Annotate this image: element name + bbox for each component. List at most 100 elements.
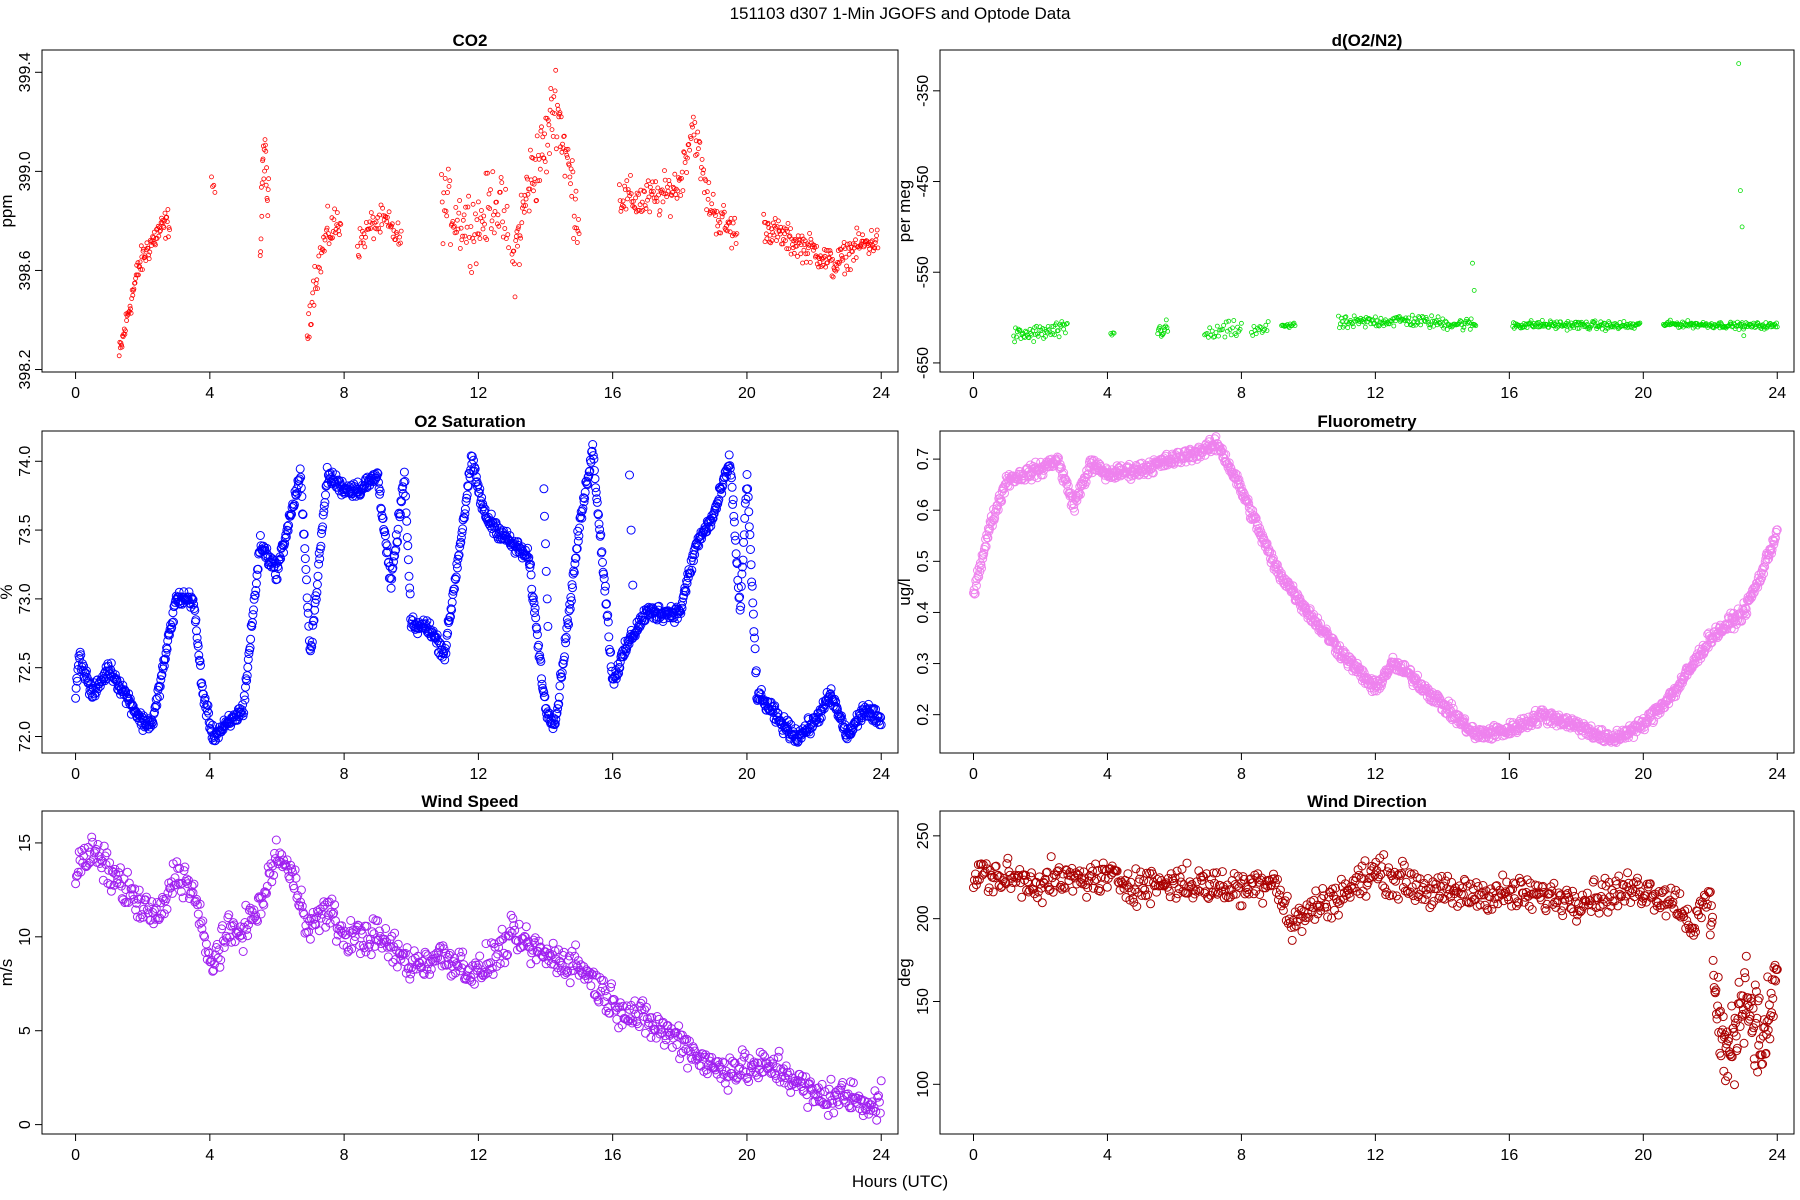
data-point	[227, 937, 236, 947]
data-point	[701, 167, 706, 173]
data-point	[139, 267, 145, 273]
data-point	[245, 643, 255, 653]
data-point	[404, 571, 414, 581]
data-point	[487, 963, 497, 973]
data-point	[379, 222, 385, 228]
data-point	[1741, 333, 1747, 339]
data-point	[1073, 492, 1082, 502]
data-point	[1165, 328, 1171, 334]
data-point	[439, 199, 445, 205]
data-point	[665, 188, 671, 194]
data-point	[866, 251, 872, 257]
data-point	[147, 249, 153, 255]
data-point	[456, 210, 462, 216]
data-point	[1054, 453, 1063, 463]
data-point	[286, 860, 296, 870]
data-point	[397, 240, 403, 246]
data-point	[526, 959, 536, 969]
data-point	[537, 679, 547, 689]
data-point	[742, 470, 752, 479]
data-point	[593, 995, 603, 1005]
data-point	[1466, 319, 1471, 324]
data-point	[783, 238, 788, 244]
data-point	[1749, 583, 1759, 593]
data-point	[591, 487, 601, 497]
data-point	[737, 562, 747, 572]
data-point	[734, 231, 740, 237]
data-point	[373, 469, 383, 479]
data-point	[368, 914, 378, 924]
data-point	[332, 206, 338, 212]
data-point	[551, 94, 557, 100]
data-point	[445, 166, 451, 172]
data-point	[615, 1002, 624, 1012]
data-point	[664, 1027, 674, 1037]
data-point	[597, 547, 607, 557]
data-point	[297, 901, 307, 911]
data-point	[274, 555, 284, 565]
data-point	[313, 281, 319, 286]
data-point	[387, 574, 397, 584]
data-point	[811, 247, 816, 253]
data-point	[467, 264, 473, 269]
data-point	[594, 997, 604, 1007]
data-point	[674, 1021, 684, 1031]
data-point	[249, 594, 259, 604]
data-point	[307, 642, 317, 652]
data-point	[770, 706, 780, 715]
data-point	[636, 191, 641, 197]
data-point	[124, 318, 129, 323]
data-point	[1677, 322, 1682, 328]
data-point	[321, 490, 330, 500]
data-point	[809, 717, 819, 727]
data-point	[380, 527, 390, 537]
data-point	[370, 469, 380, 479]
data-point	[588, 451, 598, 461]
data-point	[788, 226, 793, 232]
data-point	[743, 492, 753, 502]
data-point	[641, 1028, 650, 1038]
data-point	[575, 228, 581, 234]
data-point	[651, 189, 656, 194]
data-point	[727, 229, 733, 235]
data-point	[306, 646, 315, 656]
plot-frame	[939, 430, 1795, 754]
data-point	[697, 139, 703, 145]
data-point	[1759, 569, 1768, 579]
data-point	[756, 685, 766, 694]
data-point	[658, 1018, 668, 1028]
data-point	[607, 979, 616, 989]
data-point	[617, 198, 623, 204]
data-point	[151, 229, 157, 235]
data-point	[469, 466, 479, 476]
data-point	[466, 972, 476, 982]
data-point	[728, 499, 738, 509]
data-point	[976, 560, 986, 570]
data-point	[398, 228, 404, 234]
data-point	[816, 264, 821, 270]
data-point	[592, 494, 602, 504]
data-point	[281, 861, 291, 871]
data-point	[463, 204, 469, 210]
data-point	[373, 916, 383, 926]
data-point	[1769, 540, 1779, 549]
data-point	[259, 900, 269, 910]
data-point	[1038, 470, 1048, 480]
data-point	[677, 603, 687, 613]
data-point	[219, 943, 229, 952]
data-point	[476, 231, 482, 237]
data-point	[590, 474, 600, 484]
data-point	[460, 217, 466, 223]
data-point	[506, 245, 512, 251]
data-point	[192, 626, 201, 636]
data-point	[480, 226, 486, 232]
data-point	[375, 489, 385, 499]
data-point	[482, 221, 487, 227]
data-point	[543, 621, 553, 631]
data-point	[726, 220, 732, 226]
data-point	[162, 210, 168, 216]
data-point	[182, 874, 192, 884]
data-point	[709, 201, 715, 207]
data-point	[702, 190, 707, 196]
data-point	[454, 947, 464, 957]
